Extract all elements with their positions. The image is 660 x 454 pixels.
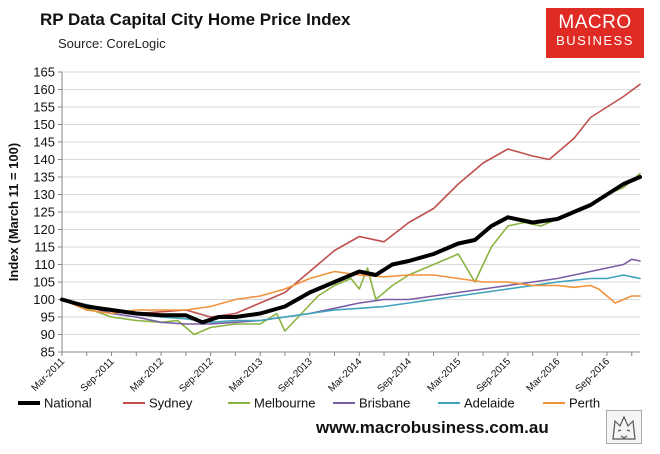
y-tick-label: 135 xyxy=(33,170,55,185)
y-tick-label: 85 xyxy=(41,345,55,360)
x-tick-label: Mar-2011 xyxy=(30,356,68,394)
x-tick-label: Mar-2015 xyxy=(425,356,463,394)
y-tick-label: 145 xyxy=(33,135,55,150)
x-tick-label: Sep-2014 xyxy=(375,356,414,395)
x-tick-labels: Mar-2011 Sep-2011 Mar-2012 Sep-2012 Mar-2013… xyxy=(30,356,613,395)
y-tick-label: 115 xyxy=(34,240,55,255)
series-line-national xyxy=(60,175,642,325)
x-tick-label: Sep-2011 xyxy=(79,356,117,394)
y-tick-label: 130 xyxy=(33,187,55,202)
y-tick-label: 160 xyxy=(33,82,55,97)
y-tick-label: 150 xyxy=(33,117,55,132)
y-tick-label: 155 xyxy=(33,100,55,115)
y-axis-label: Index (March 11 = 100) xyxy=(6,143,21,281)
series-line-perth xyxy=(61,270,641,315)
y-tick-label: 95 xyxy=(41,310,55,325)
macrobusiness-logo: MACRO BUSINESS xyxy=(546,8,644,58)
y-tick-label: 125 xyxy=(33,205,55,220)
series-line-sydney xyxy=(61,83,641,318)
x-tick-label: Sep-2016 xyxy=(574,356,613,395)
x-tick-label: Sep-2015 xyxy=(475,356,514,395)
axes xyxy=(58,71,640,356)
series-lines xyxy=(60,83,642,336)
website-url: www.macrobusiness.com.au xyxy=(316,418,549,437)
y-tick-label: 140 xyxy=(33,152,55,167)
x-tick-label: Mar-2016 xyxy=(524,356,562,394)
x-tick-label: Mar-2012 xyxy=(128,356,166,394)
x-tick-label: Mar-2014 xyxy=(326,356,364,394)
y-tick-label: 165 xyxy=(33,65,55,80)
legend-label-adelaide: Adelaide xyxy=(464,396,515,411)
y-tick-label: 105 xyxy=(33,275,55,290)
legend-label-sydney: Sydney xyxy=(149,396,193,411)
legend: National Sydney Melbourne Brisbane Adelaide P… xyxy=(18,396,600,411)
chart-title: RP Data Capital City Home Price Index xyxy=(40,10,351,29)
chart-source: Source: CoreLogic xyxy=(58,36,166,51)
y-tick-label: 100 xyxy=(33,292,55,307)
y-tick-label: 90 xyxy=(41,327,55,342)
y-tick-label: 120 xyxy=(33,222,55,237)
legend-label-brisbane: Brisbane xyxy=(359,396,410,411)
x-tick-label: Mar-2013 xyxy=(227,356,265,394)
wolf-logo-icon xyxy=(606,410,642,444)
series-line-adelaide xyxy=(61,274,641,324)
y-tick-labels: 85 90 95 100 105 110 115 120 125 130 135 140 145 150 1… xyxy=(33,65,55,360)
y-tick-label: 110 xyxy=(34,257,55,272)
legend-label-perth: Perth xyxy=(569,396,600,411)
x-tick-label: Sep-2013 xyxy=(276,356,315,395)
logo-line-1: MACRO xyxy=(558,12,632,33)
series-line-brisbane xyxy=(61,258,641,325)
x-tick-label: Sep-2012 xyxy=(177,356,216,395)
logo-line-2: BUSINESS xyxy=(556,33,634,48)
legend-label-national: National xyxy=(44,396,92,411)
legend-label-melbourne: Melbourne xyxy=(254,396,315,411)
